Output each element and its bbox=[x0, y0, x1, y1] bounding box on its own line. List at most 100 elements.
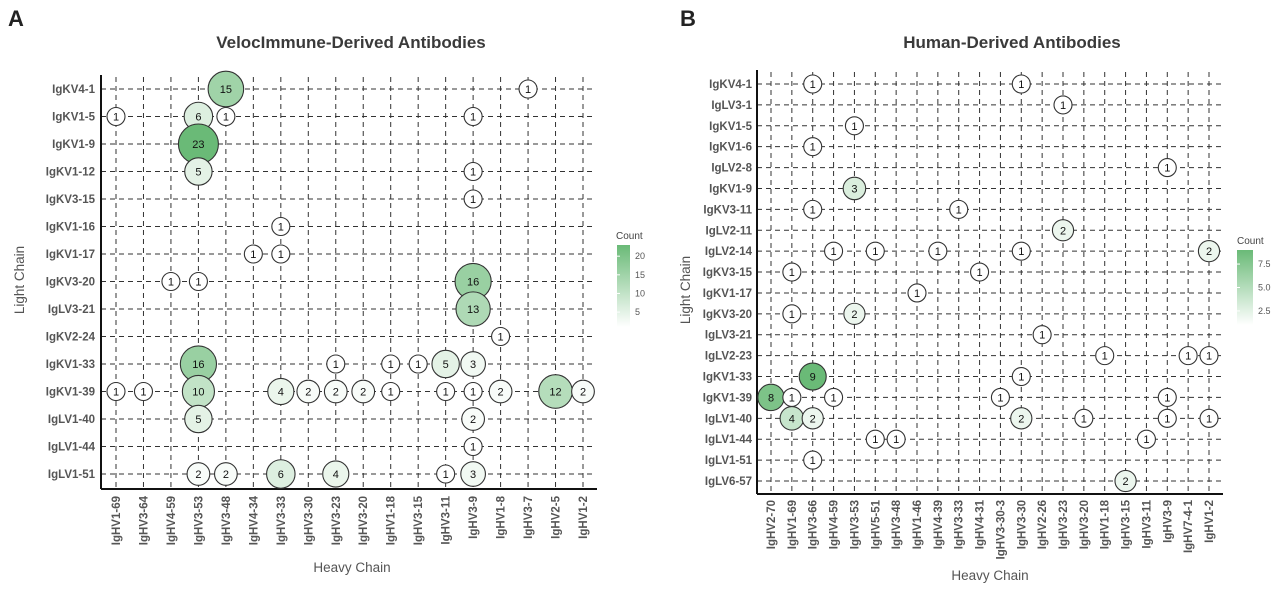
bubble-count-label: 4 bbox=[789, 413, 795, 425]
bubble-IgHV3-15-IgKV1-33 bbox=[408, 354, 428, 374]
legend-a: Count 5 10 15 20 bbox=[616, 231, 645, 327]
bubble-count-label: 1 bbox=[1102, 351, 1108, 363]
x-tick-label: IgHV4-59 bbox=[166, 496, 178, 545]
bubble-count-label: 1 bbox=[1164, 392, 1170, 404]
bubble-IgHV3-9-IgLV1-51 bbox=[460, 461, 486, 487]
bubble-count-label: 2 bbox=[223, 469, 229, 481]
bubble-IgHV3-53-IgKV1-12 bbox=[184, 157, 213, 186]
y-tick-label: IgLV1-40 bbox=[48, 414, 95, 426]
bubble-IgHV1-2-IgLV1-40 bbox=[1199, 408, 1219, 428]
bubble-count-label: 1 bbox=[443, 387, 449, 399]
bubble-count-label: 1 bbox=[1143, 434, 1149, 446]
bubble-IgHV3-9-IgKV1-39 bbox=[1157, 387, 1177, 407]
bubble-count-label: 2 bbox=[851, 309, 857, 321]
bubble-count-label: 5 bbox=[195, 167, 201, 179]
x-tick-label: IgHV3-11 bbox=[441, 495, 453, 544]
bubble-count-label: 1 bbox=[278, 222, 284, 234]
bubble-IgHV3-7-IgKV4-1 bbox=[518, 79, 538, 99]
bubble-IgHV3-48-IgLV1-44 bbox=[886, 429, 906, 449]
x-tick-label: IgHV3-15 bbox=[413, 495, 425, 545]
bubble-IgHV3-48-IgKV4-1 bbox=[207, 70, 245, 108]
x-tick-label: IgHV3-33 bbox=[276, 496, 288, 545]
y-tick-label: IgLV1-51 bbox=[705, 455, 753, 467]
x-tick-label: IgHV3-20 bbox=[358, 496, 370, 545]
bubble-count-label: 6 bbox=[195, 112, 201, 124]
bubble-count-label: 16 bbox=[467, 277, 479, 289]
bubble-IgHV3-48-IgKV1-5 bbox=[216, 106, 236, 127]
bubble-IgHV4-39-IgLV2-14 bbox=[928, 241, 948, 261]
y-tick-label: IgLV2-11 bbox=[706, 225, 753, 237]
bubble-count-label: 3 bbox=[851, 183, 857, 195]
bubble-IgHV3-66-IgKV4-1 bbox=[803, 74, 823, 94]
bubble-count-label: 1 bbox=[388, 387, 394, 399]
bubble-IgHV3-30-IgKV1-33 bbox=[1011, 366, 1031, 387]
bubble-count-label: 2 bbox=[195, 469, 201, 481]
bubble-IgHV1-8-IgKV1-39 bbox=[488, 379, 513, 404]
x-tick-label: IgHV3-20 bbox=[1079, 500, 1091, 549]
bubble-IgHV2-26-IgLV3-21 bbox=[1032, 325, 1052, 345]
bubble-count-label: 1 bbox=[977, 267, 983, 279]
bubble-IgHV3-53-IgLV1-51 bbox=[186, 462, 211, 486]
bubble-count-label: 5 bbox=[195, 414, 201, 426]
bubble-IgHV3-33-IgKV1-17 bbox=[271, 244, 291, 264]
bubble-IgHV3-20-IgKV1-39 bbox=[351, 379, 376, 404]
bubble-count-label: 1 bbox=[1081, 413, 1087, 425]
bubble-count-label: 2 bbox=[470, 414, 476, 426]
bubble-count-label: 5 bbox=[443, 359, 449, 371]
x-tick-label: IgHV3-33 bbox=[954, 500, 966, 549]
bubble-count-label: 2 bbox=[305, 387, 311, 399]
x-tick-label: IgHV4-59 bbox=[829, 500, 841, 549]
x-tick-label: IgHV3-23 bbox=[1058, 500, 1070, 549]
bubble-count-label: 16 bbox=[192, 359, 204, 371]
y-tick-label: IgKV3-20 bbox=[46, 277, 95, 289]
bubble-count-label: 1 bbox=[470, 167, 476, 179]
bubble-count-label: 1 bbox=[250, 249, 256, 261]
x-tick-label: IgHV4-39 bbox=[933, 500, 945, 549]
bubble-IgHV3-9-IgKV1-5 bbox=[463, 106, 483, 127]
bubble-count-label: 23 bbox=[192, 139, 204, 151]
bubble-IgHV3-23-IgKV1-39 bbox=[323, 379, 348, 404]
y-tick-label: IgLV3-21 bbox=[705, 330, 753, 342]
bubble-count-label: 4 bbox=[278, 387, 284, 399]
x-tick-label: IgHV3-23 bbox=[331, 496, 343, 545]
bubble-count-label: 1 bbox=[810, 79, 816, 91]
bubble-IgHV3-33-IgKV3-11 bbox=[949, 199, 969, 219]
y-axis-title-b: Light Chain bbox=[678, 256, 693, 324]
bubble-count-label: 1 bbox=[113, 112, 119, 124]
bubble-IgHV3-23-IgLV1-51 bbox=[322, 460, 350, 488]
x-tick-label: IgHV3-48 bbox=[891, 499, 903, 549]
y-tick-label: IgLV1-44 bbox=[705, 434, 753, 446]
bubble-count-label: 1 bbox=[914, 288, 920, 300]
panel-title-b: Human-Derived Antibodies bbox=[903, 33, 1121, 52]
bubble-count-label: 2 bbox=[810, 413, 816, 425]
bubble-count-label: 1 bbox=[1018, 372, 1024, 384]
bubble-count-label: 1 bbox=[935, 246, 941, 258]
legend-tick-label: 10 bbox=[635, 288, 645, 298]
bubble-count-label: 3 bbox=[470, 469, 476, 481]
bubble-IgHV3-53-IgKV1-9 bbox=[842, 176, 867, 201]
legend-ticks-b: 2.5 5.0 7.5 bbox=[1237, 259, 1271, 316]
bubble-IgHV3-15-IgLV6-57 bbox=[1114, 469, 1137, 493]
bubble-count-label: 4 bbox=[333, 469, 339, 481]
bubble-IgHV3-66-IgKV1-33 bbox=[798, 362, 827, 391]
x-tick-label: IgHV1-18 bbox=[1100, 499, 1112, 549]
bubble-IgHV3-33-IgKV1-16 bbox=[271, 216, 291, 237]
x-tick-label: IgHV7-4-1 bbox=[1183, 499, 1195, 553]
bubble-IgHV3-9-IgKV1-12 bbox=[463, 161, 483, 182]
bubble-count-label: 1 bbox=[956, 204, 962, 216]
bubble-count-label: 6 bbox=[278, 469, 284, 481]
bubble-IgHV3-30-IgLV1-40 bbox=[1010, 407, 1033, 430]
bubble-IgHV3-53-IgKV3-20 bbox=[843, 302, 866, 325]
y-tick-label: IgLV6-57 bbox=[705, 476, 752, 488]
bubble-count-label: 1 bbox=[470, 112, 476, 124]
bubble-IgHV1-8-IgKV2-24 bbox=[491, 326, 511, 347]
x-tick-label: IgHV3-30 bbox=[1016, 500, 1028, 549]
bubble-IgHV7-4-1-IgLV2-23 bbox=[1178, 346, 1198, 366]
bubble-IgHV1-69-IgKV1-39 bbox=[106, 381, 126, 402]
bubble-count-label: 1 bbox=[851, 121, 857, 133]
x-tick-label: IgHV2-26 bbox=[1037, 500, 1049, 549]
panel-letter-b: B bbox=[680, 6, 696, 31]
x-tick-label: IgHV4-34 bbox=[248, 495, 260, 545]
bubble-count-label: 1 bbox=[810, 204, 816, 216]
bubble-IgHV3-9-IgKV1-39 bbox=[463, 381, 483, 402]
